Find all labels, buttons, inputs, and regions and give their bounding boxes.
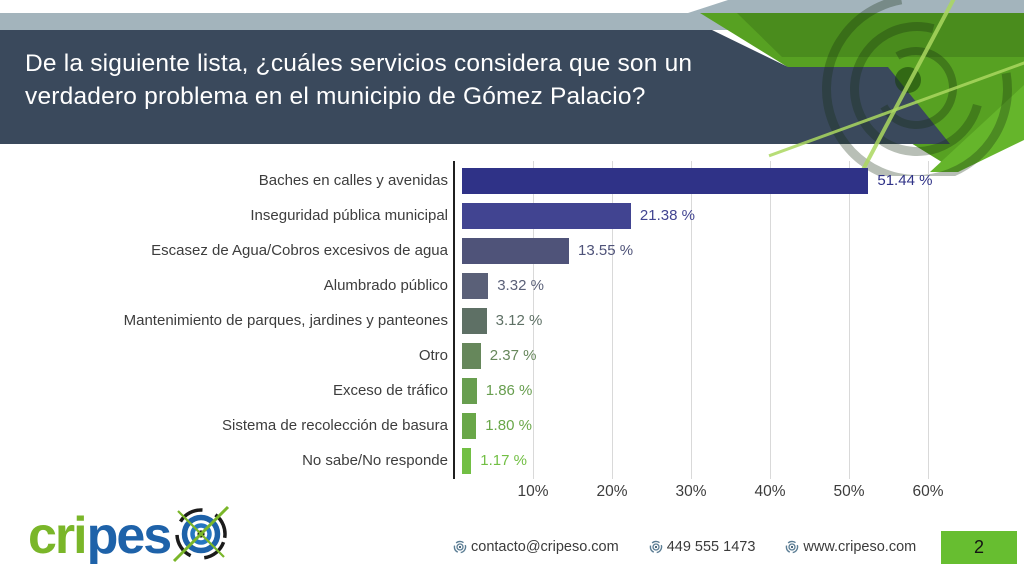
chart-row: Sistema de recolección de basura 1.80 % <box>0 408 1024 443</box>
chart-row: Alumbrado público 3.32 % <box>0 268 1024 303</box>
green-dark-band <box>737 13 1024 57</box>
value-label: 3.32 % <box>497 277 544 294</box>
contact-item: contacto@cripeso.com <box>453 539 619 555</box>
logo-text-blue: pes <box>86 507 173 565</box>
bar-zone: 21.38 % <box>454 202 1024 229</box>
category-label: Escasez de Agua/Cobros excesivos de agua <box>151 242 448 259</box>
contact-text: www.cripeso.com <box>803 539 917 555</box>
contact-text: 449 555 1473 <box>666 539 756 555</box>
chart-row: Exceso de tráfico 1.86 % <box>0 373 1024 408</box>
logo-text-green: cri <box>28 507 88 565</box>
target-icon <box>785 540 799 554</box>
gridline-40% <box>770 161 771 479</box>
gridline-10% <box>533 161 534 479</box>
category-label: Alumbrado público <box>323 277 448 294</box>
white-strip <box>0 0 728 13</box>
category-label: No sabe/No responde <box>302 452 448 469</box>
value-label: 51.44 % <box>877 172 933 189</box>
slide-title-line-2: verdadero problema en el municipio de Gó… <box>25 83 646 110</box>
bar-zone: 51.44 % <box>454 167 1024 194</box>
gridline-20% <box>612 161 613 479</box>
category-label: Mantenimiento de parques, jardines y pan… <box>123 312 448 329</box>
bar <box>462 412 477 439</box>
slide-title-line-1: De la siguiente lista, ¿cuáles servicios… <box>25 50 693 77</box>
page-number-badge: 2 <box>941 531 1017 564</box>
cripeso-logo: cri pes <box>28 504 230 568</box>
value-label: 21.38 % <box>639 207 695 224</box>
category-label: Baches en calles y avenidas <box>258 172 448 189</box>
bar-zone: 3.32 % <box>454 272 1024 299</box>
bar <box>462 447 472 474</box>
chart-rows: Baches en calles y avenidas 51.44 % Insegu… <box>0 163 1024 478</box>
y-axis-line <box>453 161 455 479</box>
gridline-50% <box>849 161 850 479</box>
bar <box>462 377 477 404</box>
chart-row: Baches en calles y avenidas 51.44 % <box>0 163 1024 198</box>
value-label: 13.55 % <box>578 242 634 259</box>
bar-zone: 1.86 % <box>454 377 1024 404</box>
category-label: Otro <box>418 347 448 364</box>
bar-zone: 1.17 % <box>454 447 1024 474</box>
bar-zone: 2.37 % <box>454 342 1024 369</box>
logo-target-icon <box>172 505 230 568</box>
chart-row: Otro 2.37 % <box>0 338 1024 373</box>
contact-item: www.cripeso.com <box>785 539 916 555</box>
bar-zone: 1.80 % <box>454 412 1024 439</box>
gridline-60% <box>928 161 929 479</box>
bar <box>462 202 631 229</box>
bar <box>462 167 869 194</box>
x-tick-label: 20% <box>596 483 628 500</box>
bar <box>462 342 481 369</box>
x-tick-label: 50% <box>833 483 865 500</box>
x-tick-label: 10% <box>517 483 549 500</box>
bar-zone: 13.55 % <box>454 237 1024 264</box>
contact-text: contacto@cripeso.com <box>471 539 619 555</box>
footer-contacts: contacto@cripeso.com 449 555 1473 www.crip… <box>453 539 916 555</box>
bar-chart: Baches en calles y avenidas 51.44 % Insegu… <box>0 161 1024 506</box>
value-label: 3.12 % <box>495 312 543 329</box>
target-icon <box>649 540 663 554</box>
chart-row: Inseguridad pública municipal 21.38 % <box>0 198 1024 233</box>
category-label: Exceso de tráfico <box>332 382 448 399</box>
contact-item: 449 555 1473 <box>649 539 756 555</box>
value-label: 1.17 % <box>480 452 527 469</box>
x-tick-label: 60% <box>912 483 944 500</box>
chart-row: Escasez de Agua/Cobros excesivos de agua… <box>0 233 1024 268</box>
gridline-30% <box>691 161 692 479</box>
top-banner: De la siguiente lista, ¿cuáles servicios… <box>0 0 1024 176</box>
bar <box>462 272 489 299</box>
value-label: 1.86 % <box>485 382 533 399</box>
chart-row: Mantenimiento de parques, jardines y pan… <box>0 303 1024 338</box>
bar <box>462 237 570 264</box>
target-icon <box>453 540 467 554</box>
value-label: 2.37 % <box>489 347 537 364</box>
value-label: 1.80 % <box>485 417 532 434</box>
bar-zone: 3.12 % <box>454 307 1024 334</box>
bar <box>462 307 487 334</box>
category-label: Sistema de recolección de basura <box>222 417 448 434</box>
x-tick-label: 40% <box>754 483 786 500</box>
slide-title: De la siguiente lista, ¿cuáles servicios… <box>25 47 805 113</box>
category-label: Inseguridad pública municipal <box>250 207 448 224</box>
x-tick-label: 30% <box>675 483 707 500</box>
chart-row: No sabe/No responde 1.17 % <box>0 443 1024 478</box>
